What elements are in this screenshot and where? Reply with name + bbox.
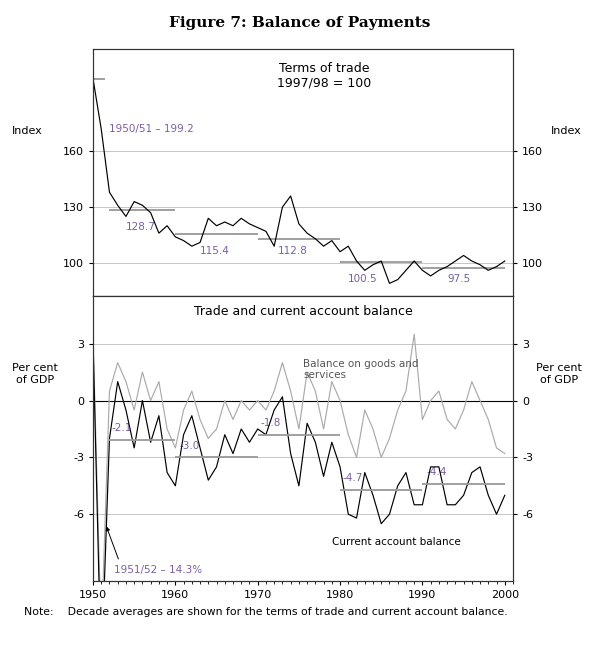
Text: 1950/51 – 199.2: 1950/51 – 199.2 (109, 123, 194, 134)
Text: Index: Index (12, 126, 43, 136)
Text: 112.8: 112.8 (278, 246, 308, 256)
Text: -1.8: -1.8 (260, 418, 281, 428)
Text: -3.0: -3.0 (179, 441, 200, 451)
Text: 97.5: 97.5 (447, 274, 470, 284)
Text: -4.4: -4.4 (427, 467, 447, 478)
Text: -4.7: -4.7 (343, 473, 363, 483)
Text: -2.1: -2.1 (111, 422, 131, 433)
Text: Terms of trade
1997/98 = 100: Terms of trade 1997/98 = 100 (277, 62, 371, 90)
Text: Trade and current account balance: Trade and current account balance (194, 305, 412, 318)
Text: Note:    Decade averages are shown for the terms of trade and current account ba: Note: Decade averages are shown for the … (24, 607, 508, 617)
Text: Balance on goods and
services: Balance on goods and services (303, 359, 419, 380)
Text: 128.7: 128.7 (126, 222, 156, 232)
Text: 100.5: 100.5 (348, 274, 378, 284)
Text: Per cent
of GDP: Per cent of GDP (536, 363, 582, 384)
Text: 115.4: 115.4 (200, 246, 230, 256)
Text: 1951/52 – 14.3%: 1951/52 – 14.3% (113, 565, 202, 575)
Text: Figure 7: Balance of Payments: Figure 7: Balance of Payments (169, 16, 431, 30)
Text: Current account balance: Current account balance (332, 537, 461, 547)
Text: Index: Index (551, 126, 582, 136)
Text: Per cent
of GDP: Per cent of GDP (12, 363, 58, 384)
